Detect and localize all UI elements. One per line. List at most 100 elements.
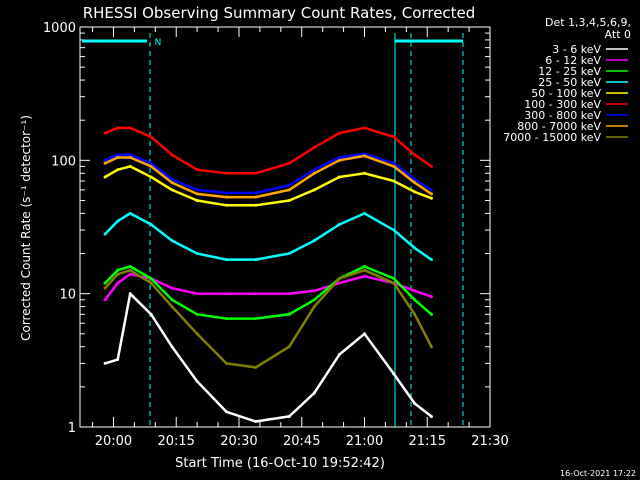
data-point bbox=[429, 164, 433, 168]
data-point bbox=[429, 312, 433, 316]
data-point bbox=[224, 410, 228, 414]
data-point bbox=[103, 158, 107, 162]
data-point bbox=[116, 126, 120, 130]
data-point bbox=[170, 177, 174, 181]
data-point bbox=[429, 345, 433, 349]
data-point bbox=[128, 164, 132, 168]
data-point bbox=[392, 135, 396, 139]
data-point bbox=[362, 274, 366, 278]
data-point bbox=[103, 161, 107, 165]
footer-timestamp: 16-Oct-2021 17:22 bbox=[560, 469, 636, 478]
data-point bbox=[224, 317, 228, 321]
data-point bbox=[149, 161, 153, 165]
data-point bbox=[224, 191, 228, 195]
night-markers: N bbox=[82, 33, 464, 427]
data-point bbox=[312, 298, 316, 302]
data-point bbox=[195, 198, 199, 202]
data-point bbox=[195, 188, 199, 192]
data-point bbox=[116, 281, 120, 285]
data-point bbox=[362, 264, 366, 268]
data-point bbox=[149, 223, 153, 227]
data-point bbox=[362, 211, 366, 215]
data-point bbox=[170, 298, 174, 302]
data-point bbox=[116, 358, 120, 362]
data-point bbox=[149, 164, 153, 168]
data-point bbox=[224, 203, 228, 207]
data-point bbox=[429, 295, 433, 299]
data-point bbox=[312, 391, 316, 395]
data-point bbox=[254, 258, 258, 262]
data-point bbox=[170, 181, 174, 185]
data-point bbox=[413, 177, 417, 181]
data-point bbox=[128, 126, 132, 130]
data-point bbox=[195, 292, 199, 296]
data-point bbox=[287, 292, 291, 296]
data-point bbox=[413, 312, 417, 316]
data-point bbox=[254, 317, 258, 321]
data-point bbox=[312, 289, 316, 293]
data-point bbox=[392, 372, 396, 376]
data-point bbox=[103, 131, 107, 135]
x-tick-label: 21:00 bbox=[346, 434, 383, 449]
data-point bbox=[195, 168, 199, 172]
x-tick-label: 20:45 bbox=[283, 434, 320, 449]
data-point bbox=[287, 345, 291, 349]
data-point bbox=[337, 156, 341, 160]
data-point bbox=[287, 414, 291, 418]
data-point bbox=[362, 268, 366, 272]
data-point bbox=[362, 332, 366, 336]
data-point bbox=[312, 168, 316, 172]
data-point bbox=[392, 228, 396, 232]
data-point bbox=[195, 192, 199, 196]
legend-entry-label: 100 - 300 keV bbox=[524, 98, 601, 111]
data-point bbox=[287, 198, 291, 202]
data-point bbox=[128, 292, 132, 296]
data-point bbox=[429, 188, 433, 192]
data-point bbox=[128, 264, 132, 268]
data-point bbox=[224, 171, 228, 175]
data-point bbox=[103, 281, 107, 285]
data-point bbox=[195, 252, 199, 256]
data-point bbox=[195, 379, 199, 383]
data-point bbox=[149, 175, 153, 179]
data-point bbox=[254, 365, 258, 369]
data-point bbox=[254, 195, 258, 199]
legend-entry-label: 7000 - 15000 keV bbox=[503, 131, 601, 144]
data-point bbox=[429, 192, 433, 196]
series-line bbox=[104, 212, 433, 261]
data-point bbox=[413, 289, 417, 293]
data-point bbox=[362, 154, 366, 158]
data-point bbox=[170, 239, 174, 243]
data-point bbox=[195, 332, 199, 336]
data-point bbox=[128, 156, 132, 160]
series-layer bbox=[103, 126, 433, 423]
data-point bbox=[362, 152, 366, 156]
legend-entry-label: 25 - 50 keV bbox=[538, 76, 601, 89]
x-tick-label: 20:30 bbox=[220, 434, 257, 449]
legend-entry-label: 3 - 6 keV bbox=[552, 43, 601, 56]
data-point bbox=[149, 312, 153, 316]
data-point bbox=[128, 268, 132, 272]
y-tick-label: 1 bbox=[68, 421, 76, 436]
legend-entry-label: 6 - 12 keV bbox=[545, 54, 601, 67]
data-point bbox=[413, 402, 417, 406]
data-point bbox=[392, 179, 396, 183]
series-line bbox=[104, 152, 433, 195]
data-point bbox=[429, 414, 433, 418]
data-point bbox=[287, 183, 291, 187]
data-point bbox=[224, 258, 228, 262]
data-point bbox=[312, 171, 316, 175]
data-point bbox=[116, 156, 120, 160]
data-point bbox=[103, 298, 107, 302]
data-point bbox=[103, 232, 107, 236]
plot-border bbox=[79, 26, 491, 428]
data-point bbox=[287, 161, 291, 165]
data-point bbox=[170, 286, 174, 290]
data-point bbox=[287, 312, 291, 316]
data-point bbox=[224, 292, 228, 296]
data-point bbox=[149, 281, 153, 285]
data-point bbox=[392, 276, 396, 280]
data-point bbox=[392, 164, 396, 168]
data-point bbox=[103, 175, 107, 179]
